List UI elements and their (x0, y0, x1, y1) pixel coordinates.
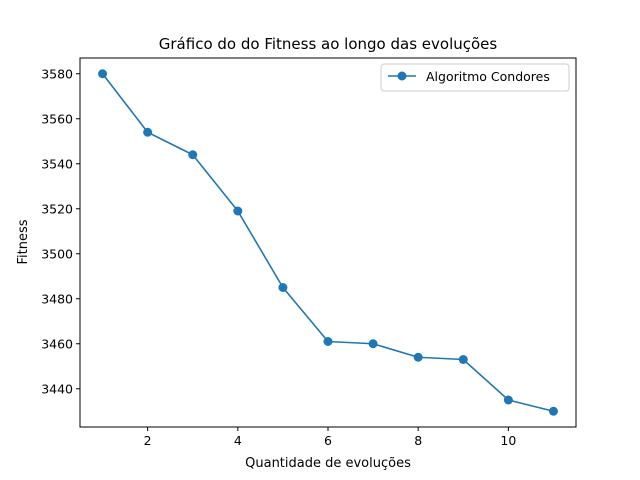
y-tick-label: 3520 (41, 201, 73, 216)
plot-area: 2 4 6 8 10 3440 3460 3480 3500 3520 3540 3560 3580 (41, 57, 577, 448)
legend: Algoritmo Condores (380, 63, 570, 92)
data-point (458, 355, 468, 364)
data-point (548, 406, 558, 416)
legend-label: Algoritmo Condores (426, 69, 550, 84)
y-tick-label: 3480 (41, 291, 73, 306)
data-point (98, 69, 108, 79)
y-axis-label: Fitness (16, 219, 31, 264)
x-tick-label: 10 (500, 433, 516, 448)
plot-frame (79, 57, 577, 428)
y-tick-label: 3460 (41, 336, 73, 351)
data-point (188, 150, 198, 160)
y-tick-label: 3580 (41, 66, 73, 81)
data-point (413, 352, 423, 362)
y-tick-label: 3560 (41, 111, 73, 126)
y-tick-label: 3440 (41, 381, 73, 396)
x-tick-label: 4 (234, 433, 242, 448)
data-point (503, 395, 513, 405)
legend-marker-swatch (397, 71, 407, 81)
data-point (323, 337, 333, 346)
y-tick-label: 3540 (41, 156, 73, 171)
data-point (233, 206, 243, 216)
x-tick-label: 6 (324, 433, 332, 448)
data-point (278, 283, 288, 292)
x-tick-label: 2 (144, 433, 152, 448)
data-point (368, 339, 378, 349)
legend-frame (380, 63, 570, 92)
chart-title: Gráfico do do Fitness ao longo das evolu… (159, 35, 498, 53)
y-tick-label: 3500 (41, 246, 73, 261)
x-axis-label: Quantidade de evoluções (245, 456, 411, 471)
series-line (101, 73, 554, 413)
x-tick-label: 8 (414, 433, 422, 448)
data-point (143, 127, 153, 137)
